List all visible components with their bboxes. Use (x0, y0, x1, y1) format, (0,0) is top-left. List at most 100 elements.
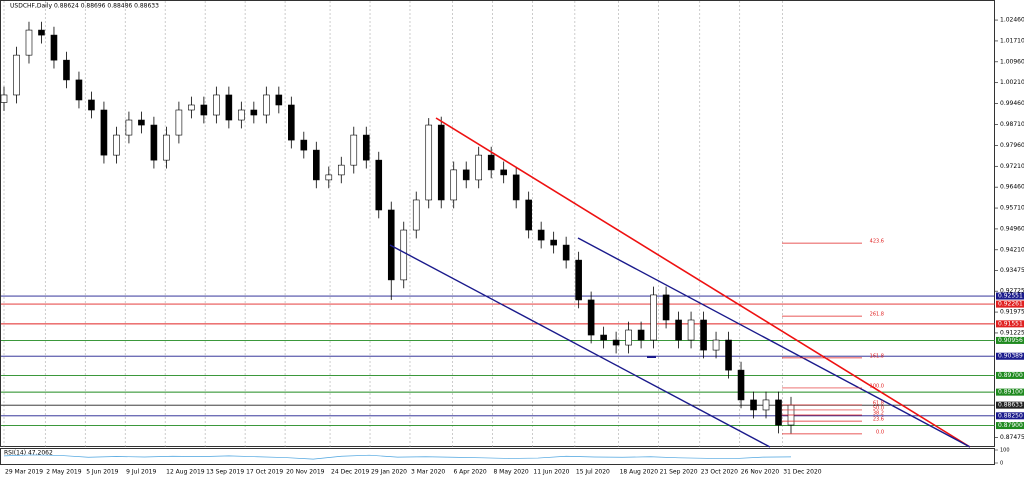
fibonacci: 423.6 261.8 161.8 100.0 61.850.038.223.6 0.0 (782, 239, 884, 435)
candle-body (650, 294, 657, 341)
candle-body (138, 119, 145, 126)
y-tick-label: 0.96460 (1000, 184, 1024, 191)
y-tick-label: 0.94960 (1000, 225, 1024, 232)
candles (0, 21, 795, 434)
y-tick-label: 1.00960 (1000, 58, 1024, 65)
x-tick-label: 18 Aug 2020 (620, 469, 659, 476)
level-label: 0.88633 (998, 402, 1023, 409)
candle-body (225, 94, 233, 121)
candle-body (750, 399, 757, 411)
candle-body (487, 154, 495, 171)
candle-body (600, 334, 607, 341)
rsi-panel: RSI(14) 47.2062 100 0 (3, 448, 1010, 467)
candle-body (13, 54, 20, 96)
x-tick-label: 11 Jun 2020 (533, 469, 569, 476)
fib-label: 61.8 (873, 400, 884, 406)
fib-label: 100.0 (870, 383, 884, 389)
candle-body (637, 329, 645, 341)
candle-body (313, 149, 320, 181)
rsi-tick-label: 100 (1000, 448, 1010, 454)
candle-body (537, 229, 545, 241)
chart-title: USDCHF,Daily 0.88624 0.88696 0.88486 0.8… (10, 3, 159, 10)
x-tick-label: 24 Dec 2019 (331, 469, 370, 476)
candle-body (238, 109, 245, 121)
candle-body (113, 134, 120, 156)
candle-body (437, 124, 445, 201)
y-tick-label: 0.99460 (1000, 100, 1024, 107)
level-tag (996, 352, 1024, 360)
trendline-red (435, 117, 971, 448)
candle-body (400, 229, 408, 281)
candle-body (587, 299, 595, 336)
candle-body (525, 199, 532, 231)
x-tick-label: 9 Jul 2019 (126, 469, 156, 476)
candle-body (662, 294, 670, 321)
x-tick-label: 6 Apr 2020 (453, 469, 486, 476)
candle-body (38, 29, 45, 36)
candle-body (300, 139, 308, 151)
level-tag (996, 336, 1024, 344)
candle-body (625, 329, 632, 346)
x-tick-label: 12 Aug 2019 (166, 469, 205, 476)
y-tick-label: 0.91975 (1000, 309, 1024, 316)
price-axis: 29 Mar 2019 2 May 2019 5 Jun 2019 9 Jul 201… (5, 17, 1024, 476)
level-tag (996, 292, 1024, 300)
candle-body (512, 174, 520, 201)
candle-body (375, 159, 383, 211)
candle-body (700, 319, 707, 351)
y-tick-label: 0.93475 (1000, 267, 1024, 274)
level-label: 0.89700 (998, 372, 1023, 379)
candle-body (412, 199, 420, 231)
fib-label: 0.0 (876, 429, 884, 435)
x-tick-label: 17 Oct 2019 (246, 469, 283, 476)
candle-body (88, 99, 95, 111)
candle-body (288, 104, 295, 141)
candle-body (263, 94, 270, 116)
candle-body (775, 399, 782, 426)
candle-body (175, 109, 183, 136)
x-tick-label: 29 Mar 2019 (5, 469, 43, 476)
candle-body (612, 339, 620, 346)
y-tick-label: 0.92725 (1000, 288, 1024, 295)
y-tick-label: 1.01710 (1000, 37, 1024, 44)
level-label: 0.89100 (998, 389, 1023, 396)
candle-body (675, 319, 682, 341)
fib-label: 423.6 (870, 239, 884, 245)
fib-label: 161.8 (870, 353, 884, 359)
rsi-label: RSI(14) 47.2062 (4, 450, 53, 457)
candle-body (163, 134, 170, 161)
fib-label: 38.2 (873, 410, 884, 416)
x-tick-label: 3 Mar 2020 (411, 469, 445, 476)
candle-body (550, 239, 557, 246)
level-label: 0.90956 (998, 337, 1023, 344)
x-tick-label: 23 Oct 2020 (701, 469, 738, 476)
y-tick-label: 0.95710 (1000, 205, 1024, 212)
trendline-blue-lower (389, 244, 771, 448)
fib-label: 23.6 (873, 417, 884, 423)
candle-body (100, 109, 108, 156)
candle-body (575, 259, 582, 301)
x-tick-label: 13 Sep 2019 (206, 469, 244, 476)
candle-body (250, 109, 258, 116)
level-tag (996, 388, 1024, 396)
level-tag (996, 320, 1024, 328)
candle-body (450, 169, 458, 201)
candle-body (462, 169, 470, 181)
candle-body (725, 339, 732, 371)
trendline-blue-upper (577, 237, 971, 448)
y-tick-label: 0.98710 (1000, 121, 1024, 128)
marker (647, 356, 656, 358)
level-label: 0.90389 (998, 353, 1023, 360)
x-tick-label: 29 Jan 2020 (371, 469, 407, 476)
candle-body (475, 154, 482, 181)
rsi-line (3, 454, 792, 460)
candle-body (275, 94, 283, 106)
candle-body (150, 124, 158, 161)
fib-label: 50.0 (873, 405, 884, 411)
y-tick-label: 0.97210 (1000, 163, 1024, 170)
candle-body (687, 319, 695, 341)
x-tick-label: 20 Nov 2019 (286, 469, 325, 476)
x-tick-label: 15 Jul 2020 (576, 469, 610, 476)
level-label: 0.92261 (998, 301, 1023, 308)
